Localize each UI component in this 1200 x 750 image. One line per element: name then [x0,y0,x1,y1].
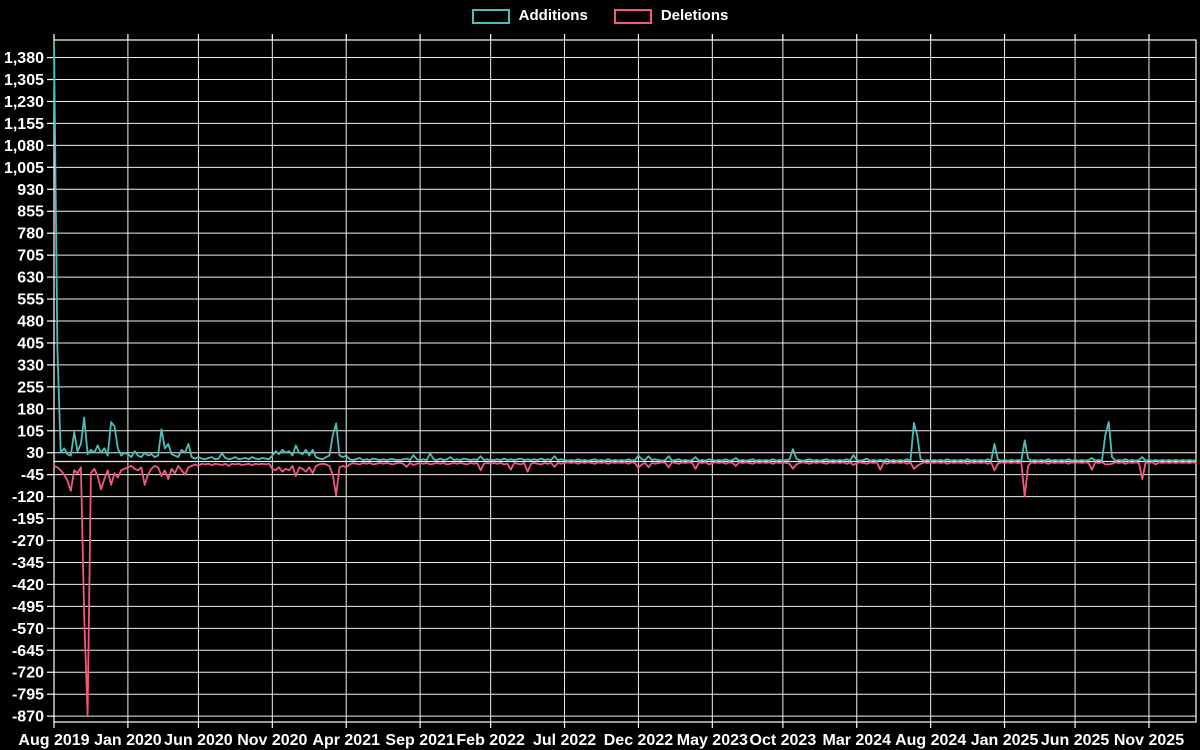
y-axis-tick-label: -870 [12,709,44,726]
x-axis-tick-label: Jan 2025 [971,732,1039,749]
chart-legend: Additions Deletions [0,6,1200,26]
y-axis-tick-label: -720 [12,665,44,682]
x-tick-labels: Aug 2019 Jan 2020 Jun 2020 Nov 2020 Apr 2021… [18,732,1184,749]
x-axis-tick-label: Jun 2020 [164,732,233,749]
y-axis-tick-label: 1,305 [4,72,44,89]
y-axis-tick-label: 30 [26,445,44,462]
y-axis-tick-label: -270 [12,533,44,550]
plot-border [53,39,1197,723]
x-axis-tick-label: Mar 2024 [823,732,892,749]
legend-label-deletions: Deletions [660,7,729,24]
y-axis-tick-label: 855 [17,204,44,221]
y-axis-tick-label: 930 [17,182,44,199]
y-gridlines [54,57,1196,717]
x-axis-tick-label: Nov 2025 [1114,732,1184,749]
y-axis-tick-label: 1,155 [4,116,44,133]
legend-swatch-additions [471,8,510,24]
y-axis-tick-label: -495 [12,599,44,616]
y-axis-tick-label: 1,230 [4,94,44,111]
x-axis-tick-label: Feb 2022 [456,732,525,749]
x-axis-tick-label: May 2023 [677,732,748,749]
x-axis-tick-label: Sep 2021 [385,732,454,749]
deletions-line [53,461,1197,716]
y-axis-tick-label: 1,005 [4,160,44,177]
x-axis-tick-label: Jul 2022 [533,732,596,749]
y-axis-tick-label: 255 [17,379,44,396]
y-axis-tick-label: -195 [12,511,44,528]
x-axis-tick-label: Oct 2023 [750,732,817,749]
y-axis-tick-label: -420 [12,577,44,594]
y-axis-tick-label: -120 [12,489,44,506]
y-axis-tick-label: -795 [12,687,44,704]
legend-label-additions: Additions [518,7,588,24]
y-axis-tick-label: 705 [17,248,44,265]
x-axis-tick-label: Jan 2020 [94,732,162,749]
legend-item-additions[interactable]: Additions [471,6,588,26]
x-axis-tick-label: Jun 2025 [1041,732,1110,749]
y-axis-tick-label: 555 [17,292,44,309]
y-axis-tick-label: -570 [12,621,44,638]
y-axis-tick-label: 1,080 [4,138,44,155]
legend-swatch-deletions [613,8,652,24]
y-axis-tick-label: -645 [12,643,44,660]
y-axis-tick-label: -45 [21,467,44,484]
y-axis-tick-label: 180 [17,401,44,418]
y-axis-tick-label: 330 [17,357,44,374]
x-axis-tick-label: Apr 2021 [312,732,380,749]
y-axis-tick-label: 780 [17,226,44,243]
y-tick-labels: 1,380 1,305 1,230 1,155 1,080 1,005 930 855 780 7… [4,50,44,726]
y-axis-tick-label: 1,380 [4,50,44,67]
y-axis-tick-label: 405 [17,335,44,352]
y-axis-tick-label: 630 [17,270,44,287]
y-axis-tick-label: -345 [12,555,44,572]
axis-ticks [47,34,1150,728]
x-gridlines [53,40,1150,722]
additions-line [53,40,1197,462]
x-axis-tick-label: Aug 2024 [895,732,966,749]
x-axis-tick-label: Dec 2022 [604,732,673,749]
x-axis-tick-label: Aug 2019 [18,732,89,749]
y-axis-tick-label: 480 [17,313,44,330]
x-axis-tick-label: Nov 2020 [237,732,307,749]
legend-item-deletions[interactable]: Deletions [613,6,729,26]
y-axis-tick-label: 105 [17,423,44,440]
